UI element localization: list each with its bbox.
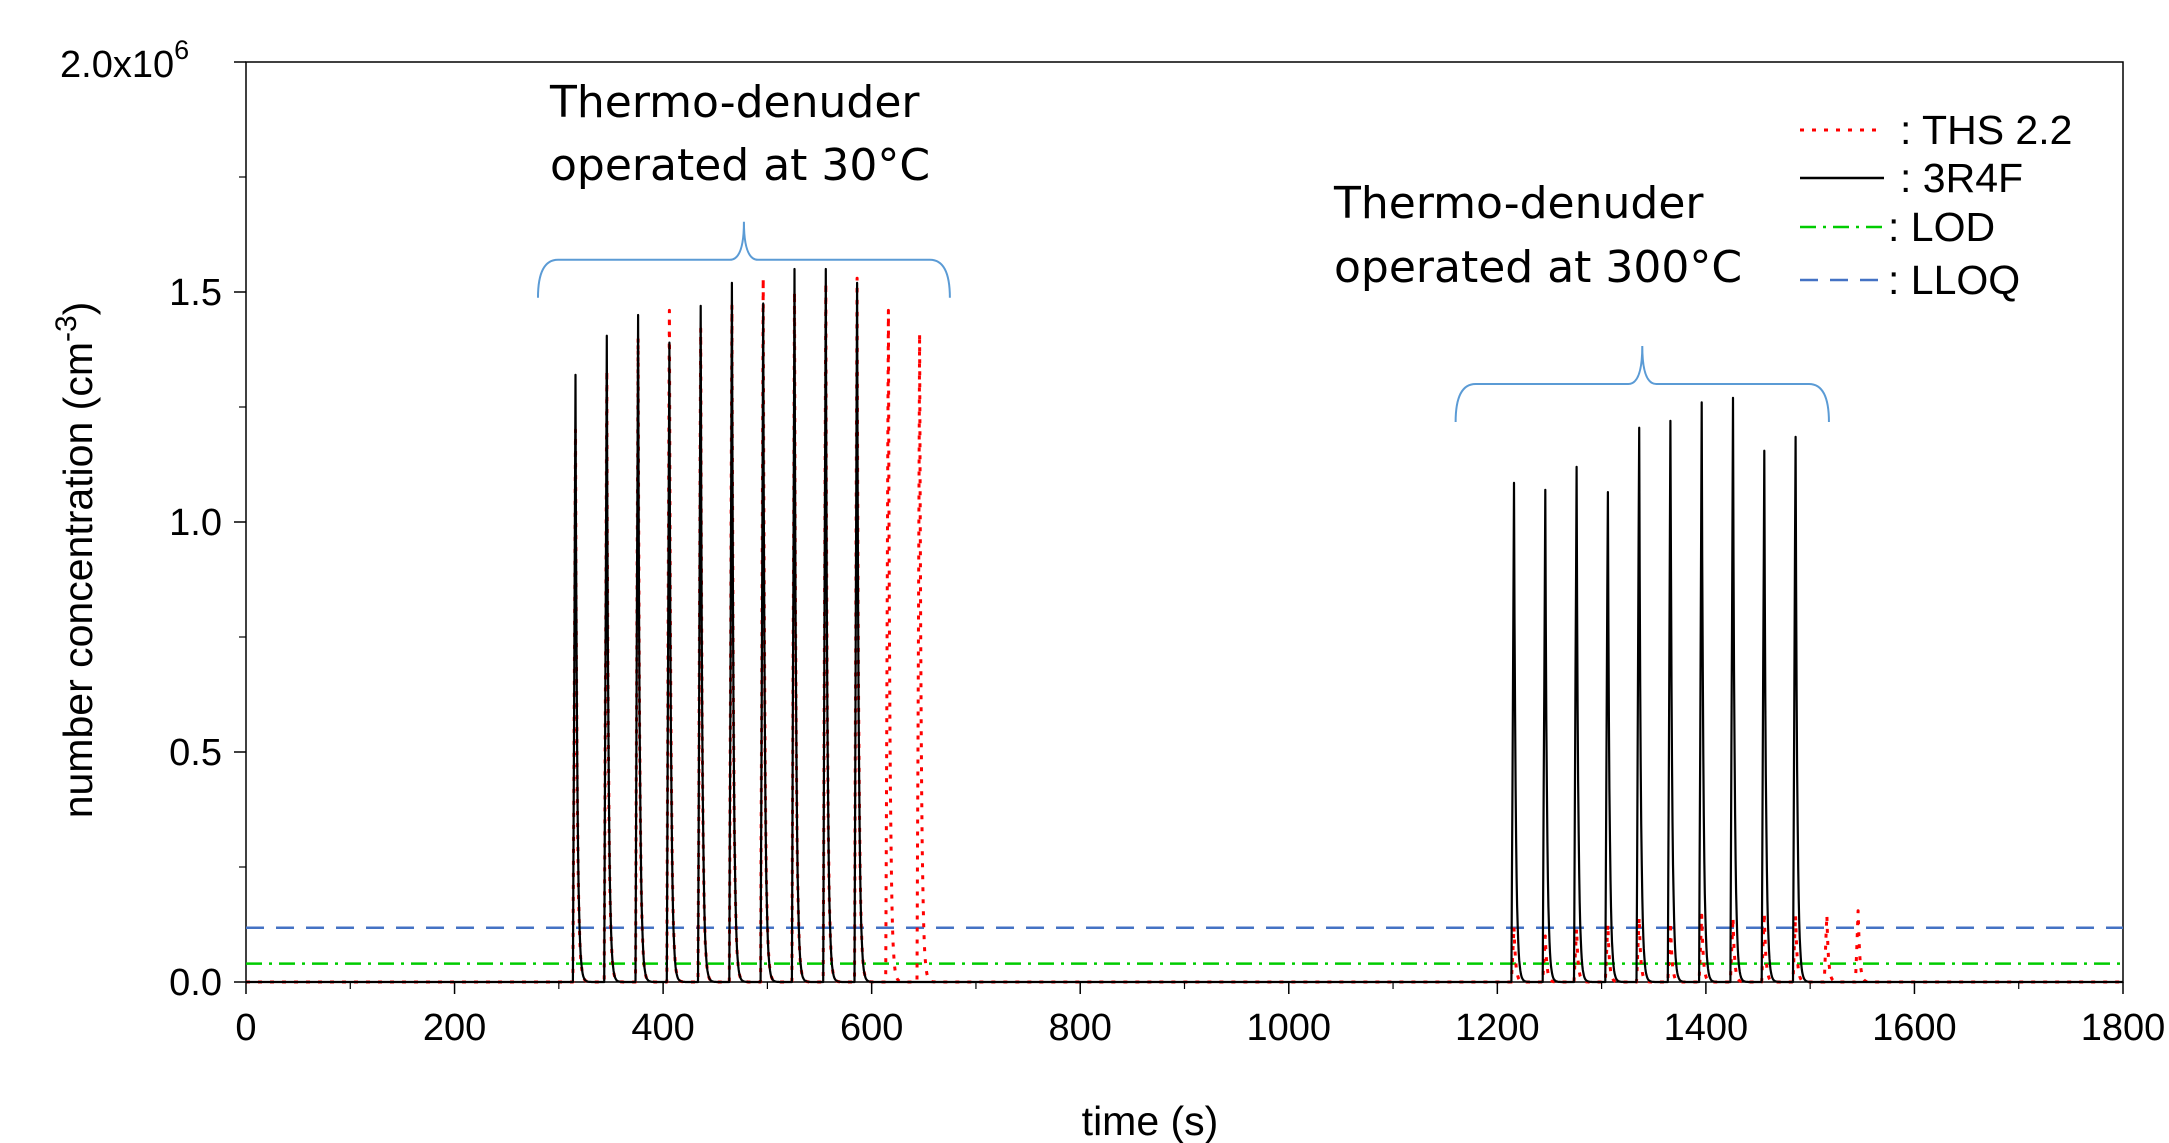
series-1-line xyxy=(245,276,2124,984)
y-axis-title-close: ) xyxy=(55,302,101,316)
x-tick-label-400: 400 xyxy=(631,1007,694,1049)
series-lines xyxy=(245,267,2124,984)
annotation-2-line-2: operated at 300°C xyxy=(1334,242,1742,293)
y-axis-title-main: number concentration (cm xyxy=(55,342,101,818)
y-axis-title-exponent: -3 xyxy=(50,315,83,342)
legend-label-3r4f: : 3R4F xyxy=(1900,155,2023,201)
annotation-brackets xyxy=(536,221,1830,423)
plot-frame xyxy=(245,61,2124,983)
y-axis: 0.0 0.5 1.0 1.5 xyxy=(169,61,246,1004)
x-tick-label-1600: 1600 xyxy=(1872,1007,1957,1049)
reference-lines xyxy=(246,926,2123,965)
annotations: Thermo-denuder operated at 30°C Thermo-d… xyxy=(549,77,1742,293)
plot-area-border xyxy=(245,61,2124,983)
y-top-tick-exponent: 6 xyxy=(174,35,189,65)
series-2-line xyxy=(245,267,2124,984)
x-tick-label-0: 0 xyxy=(235,1007,256,1049)
y-tick-label-0.5: 0.5 xyxy=(169,732,222,774)
annotation-1-bracket xyxy=(536,221,951,298)
y-tick-label-1.5: 1.5 xyxy=(169,272,222,314)
x-tick-label-1200: 1200 xyxy=(1455,1007,1540,1049)
legend-label-lloq: : LLOQ xyxy=(1888,257,2020,303)
x-tick-label-200: 200 xyxy=(423,1007,486,1049)
x-tick-label-1800: 1800 xyxy=(2081,1007,2166,1049)
annotation-2-line-1: Thermo-denuder xyxy=(1333,178,1704,229)
x-tick-label-600: 600 xyxy=(840,1007,903,1049)
x-axis: 0 200 400 600 800 1000 1200 1400 1600 1800 xyxy=(235,982,2165,1049)
annotation-1-line-2: operated at 30°C xyxy=(550,140,930,191)
y-tick-label-1.0: 1.0 xyxy=(169,502,222,544)
x-tick-label-800: 800 xyxy=(1049,1007,1112,1049)
legend-label-lod: : LOD xyxy=(1888,204,1995,250)
x-axis-title: time (s) xyxy=(1082,1098,1219,1143)
annotation-2-bracket xyxy=(1454,345,1830,423)
x-tick-label-1400: 1400 xyxy=(1664,1007,1749,1049)
legend-label-ths: : THS 2.2 xyxy=(1900,107,2072,153)
legend: : THS 2.2 : 3R4F : LOD : LLOQ xyxy=(1800,107,2072,303)
y-top-tick-label: 2.0x106 xyxy=(60,35,189,86)
x-tick-label-1000: 1000 xyxy=(1247,1007,1332,1049)
y-axis-title: number concentration (cm-3) xyxy=(50,302,101,819)
y-top-tick-mantissa: 2.0x10 xyxy=(60,44,174,86)
annotation-1-line-1: Thermo-denuder xyxy=(549,77,920,128)
y-tick-label-0.0: 0.0 xyxy=(169,962,222,1004)
